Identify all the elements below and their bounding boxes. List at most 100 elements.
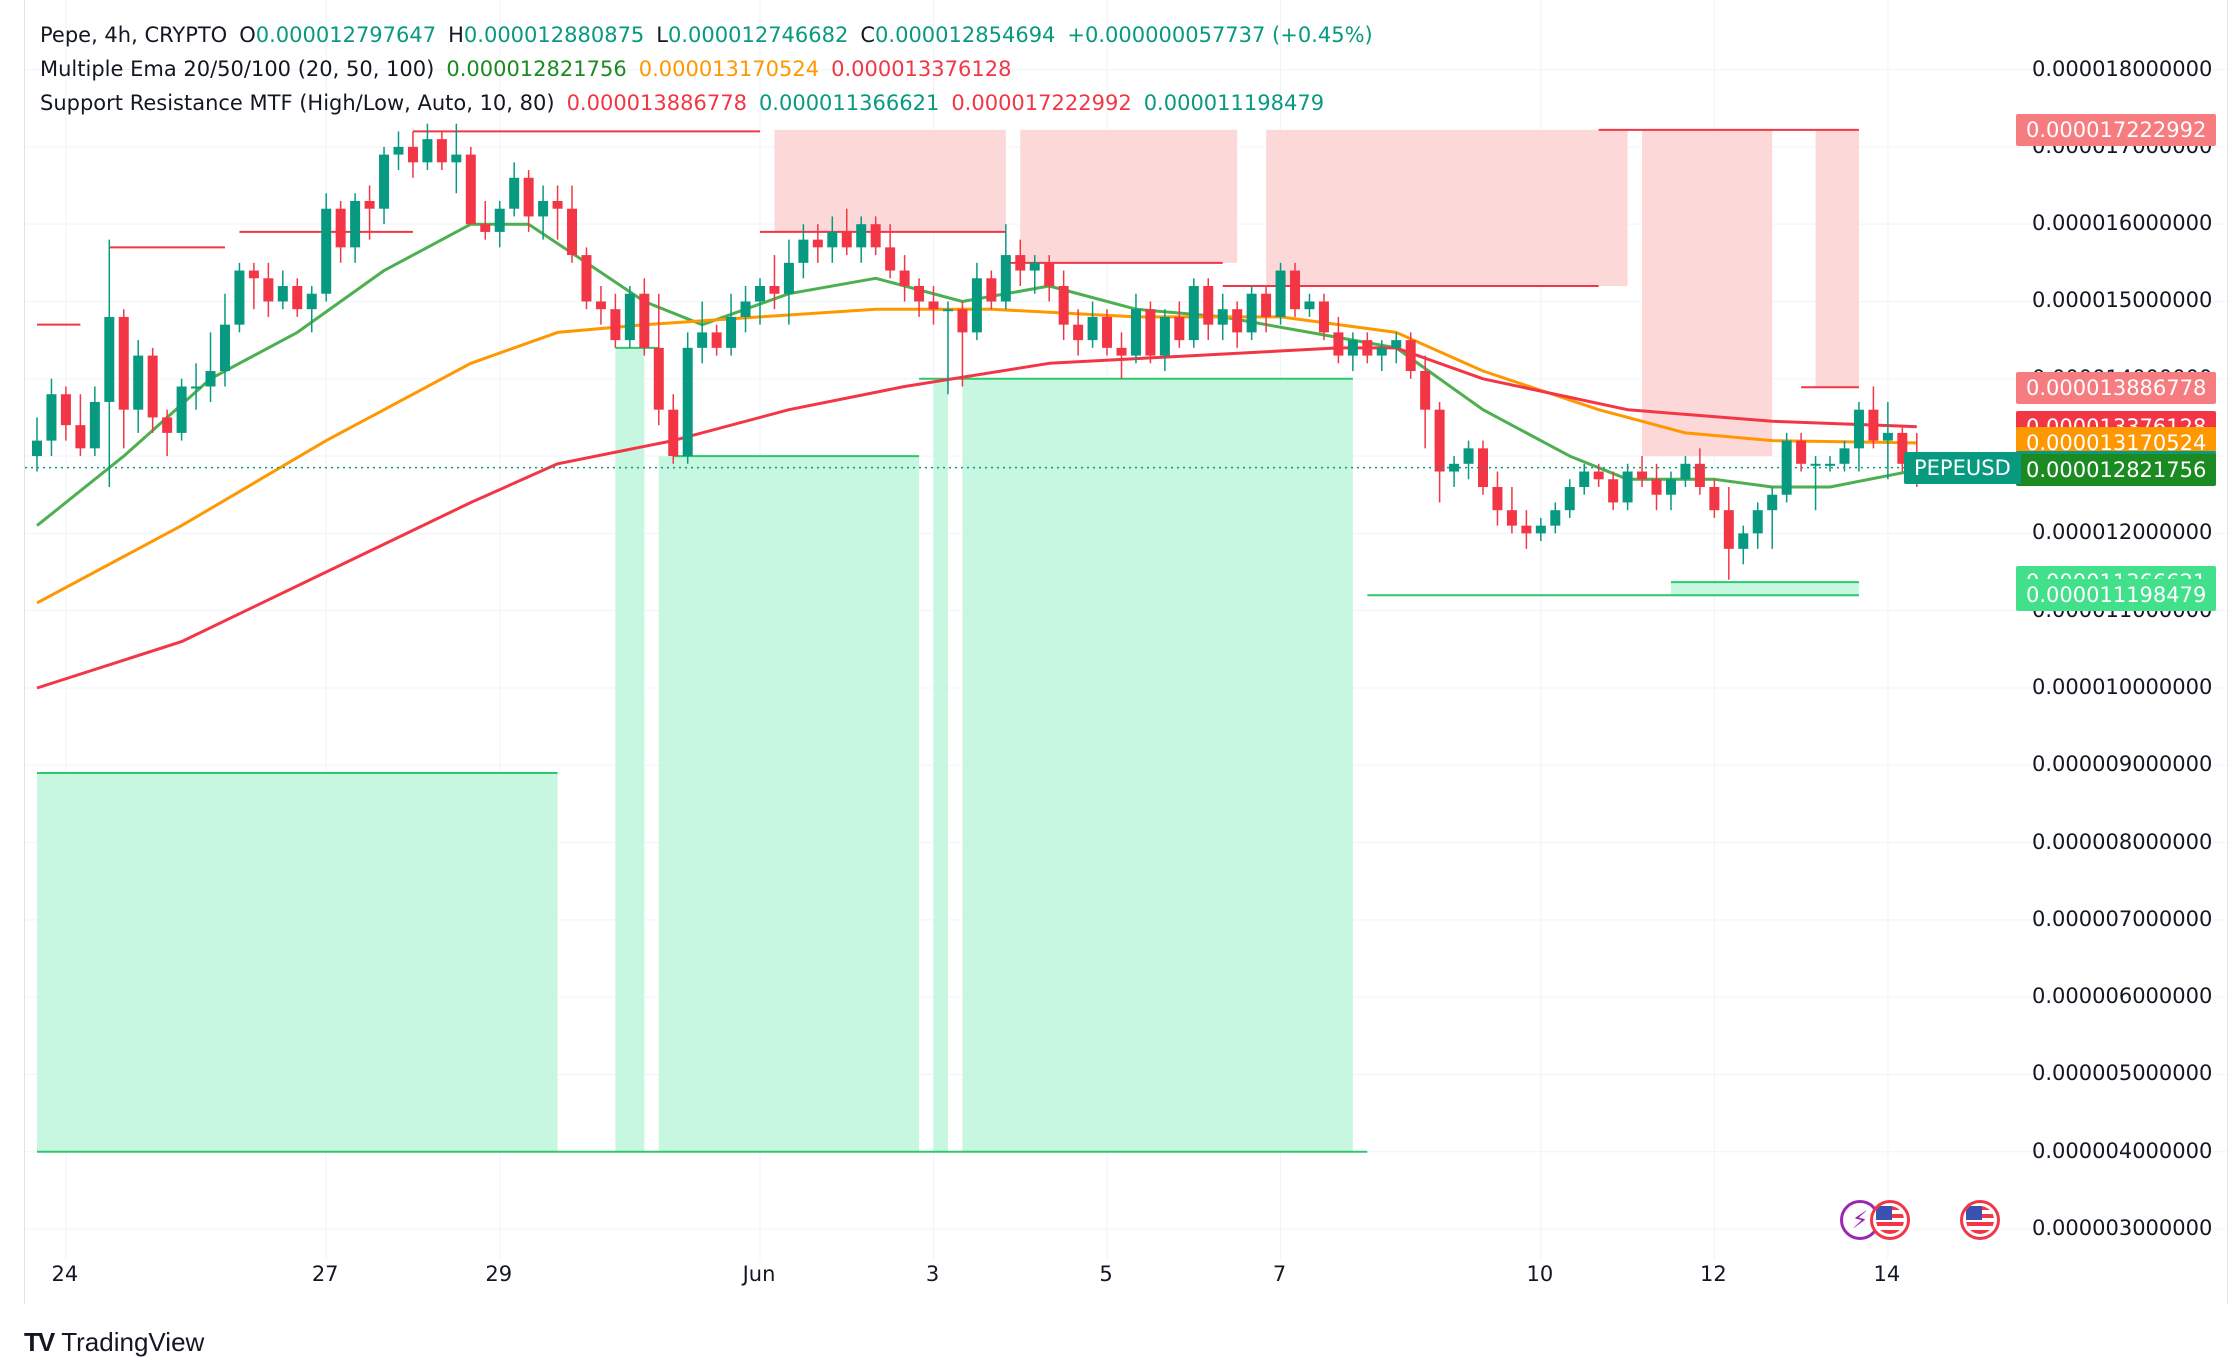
candle-up bbox=[1752, 510, 1763, 534]
candle-up bbox=[1767, 494, 1778, 511]
candle-up bbox=[1564, 486, 1575, 511]
candle-up bbox=[205, 371, 216, 387]
candle-up bbox=[133, 355, 144, 410]
us-flag-icon[interactable] bbox=[1870, 1200, 1910, 1240]
candle-down bbox=[1897, 432, 1908, 464]
candle-down bbox=[480, 224, 491, 232]
candle-down bbox=[581, 255, 592, 302]
support-zone bbox=[658, 456, 920, 1152]
price-tick-label: 0.000004000000 bbox=[2032, 1138, 2213, 1163]
candle-up bbox=[1087, 316, 1098, 341]
chart-canvas[interactable] bbox=[25, 0, 2229, 1304]
candle-up bbox=[1391, 340, 1402, 348]
candle-up bbox=[1738, 533, 1749, 549]
candle-up bbox=[219, 324, 230, 372]
candle-down bbox=[1637, 471, 1648, 480]
candle-down bbox=[1362, 340, 1373, 356]
sr-value-1: 0.000013886778 bbox=[566, 91, 747, 115]
support-zone bbox=[1670, 582, 1859, 596]
candle-down bbox=[1015, 255, 1026, 271]
candle-up bbox=[1029, 262, 1040, 271]
resistance-zone bbox=[1020, 129, 1238, 263]
candle-up bbox=[1665, 479, 1676, 495]
candle-down bbox=[812, 239, 823, 248]
support-resistance-lines bbox=[37, 128, 1859, 1153]
candle-up bbox=[509, 177, 520, 209]
candle-down bbox=[118, 316, 129, 410]
time-tick-label: 7 bbox=[1272, 1262, 1287, 1286]
candle-down bbox=[885, 247, 896, 271]
candle-up bbox=[46, 394, 57, 441]
sr-value-4: 0.000011198479 bbox=[1143, 91, 1325, 115]
candle-up bbox=[32, 440, 42, 457]
price-badge: 0.000011198479 bbox=[2016, 579, 2217, 612]
candle-up bbox=[798, 239, 809, 263]
legend-symbol-row[interactable]: Pepe, 4h, CRYPTO O0.000012797647 H0.000012… bbox=[40, 18, 1385, 52]
time-tick-label: 27 bbox=[311, 1262, 339, 1286]
candle-down bbox=[957, 309, 968, 333]
ema50-value: 0.000013170524 bbox=[638, 57, 820, 81]
candle-up bbox=[1304, 301, 1315, 310]
candle-up bbox=[191, 386, 202, 389]
us-flag-icon[interactable] bbox=[1960, 1200, 2000, 1240]
sr-value-3: 0.000017222992 bbox=[951, 91, 1132, 115]
time-tick-label: 29 bbox=[485, 1262, 513, 1286]
price-tick-label: 0.000012000000 bbox=[2032, 520, 2213, 545]
candlesticks bbox=[32, 123, 1937, 580]
legend-ema-row[interactable]: Multiple Ema 20/50/100 (20, 50, 100) 0.00… bbox=[40, 52, 1385, 86]
candle-up bbox=[1347, 340, 1358, 356]
price-tick-label: 0.000018000000 bbox=[2032, 56, 2213, 81]
chart-pane[interactable] bbox=[24, 0, 2229, 1304]
candle-down bbox=[769, 286, 780, 294]
candle-down bbox=[335, 208, 346, 248]
candle-up bbox=[89, 401, 100, 449]
symbol-title: Pepe, 4h, CRYPTO bbox=[40, 23, 228, 47]
candle-down bbox=[436, 139, 447, 163]
candle-down bbox=[1405, 340, 1416, 372]
legend-sr-row[interactable]: Support Resistance MTF (High/Low, Auto, … bbox=[40, 86, 1385, 120]
support-zone bbox=[962, 378, 1353, 1152]
candle-down bbox=[75, 425, 86, 449]
candle-down bbox=[1290, 270, 1301, 310]
candle-down bbox=[711, 332, 722, 348]
candle-up bbox=[538, 200, 549, 217]
candle-down bbox=[1145, 309, 1156, 356]
candle-up bbox=[942, 309, 953, 312]
high-value: 0.000012880875 bbox=[463, 23, 645, 47]
candle-up bbox=[277, 286, 288, 302]
candle-down bbox=[1434, 409, 1445, 472]
candle-down bbox=[639, 293, 650, 348]
candle-down bbox=[1608, 479, 1619, 503]
candle-down bbox=[1073, 324, 1084, 341]
sr-indicator-name: Support Resistance MTF (High/Low, Auto, … bbox=[40, 91, 555, 115]
price-badge: 0.000013886778 bbox=[2016, 371, 2217, 404]
resistance-zone bbox=[1815, 129, 1859, 388]
close-label: C bbox=[860, 23, 876, 47]
candle-up bbox=[1376, 347, 1387, 356]
price-tick-label: 0.000008000000 bbox=[2032, 829, 2213, 854]
candle-down bbox=[1593, 471, 1604, 480]
candle-down bbox=[552, 200, 563, 209]
candle-up bbox=[350, 200, 361, 248]
time-tick-label: 3 bbox=[925, 1262, 940, 1286]
candle-up bbox=[379, 154, 390, 209]
resistance-zone bbox=[774, 129, 1006, 232]
time-tick-label: 24 bbox=[51, 1262, 79, 1286]
candle-up bbox=[971, 278, 982, 333]
candle-up bbox=[1535, 525, 1546, 534]
price-tick-label: 0.000009000000 bbox=[2032, 752, 2213, 777]
candle-down bbox=[1492, 486, 1503, 511]
chart-legend: Pepe, 4h, CRYPTO O0.000012797647 H0.000012… bbox=[40, 18, 1385, 120]
candle-up bbox=[1839, 448, 1850, 464]
resistance-zone bbox=[1266, 129, 1628, 287]
candle-down bbox=[668, 409, 679, 457]
candle-up bbox=[1130, 309, 1141, 356]
price-tick-label: 0.000006000000 bbox=[2032, 984, 2213, 1009]
candle-down bbox=[1868, 409, 1879, 441]
candle-down bbox=[1651, 479, 1662, 495]
candle-up bbox=[321, 208, 332, 294]
candle-up bbox=[234, 270, 245, 325]
candle-up bbox=[451, 154, 462, 163]
candle-down bbox=[1709, 486, 1720, 511]
tradingview-logo[interactable]: TV TradingView bbox=[24, 1322, 204, 1362]
